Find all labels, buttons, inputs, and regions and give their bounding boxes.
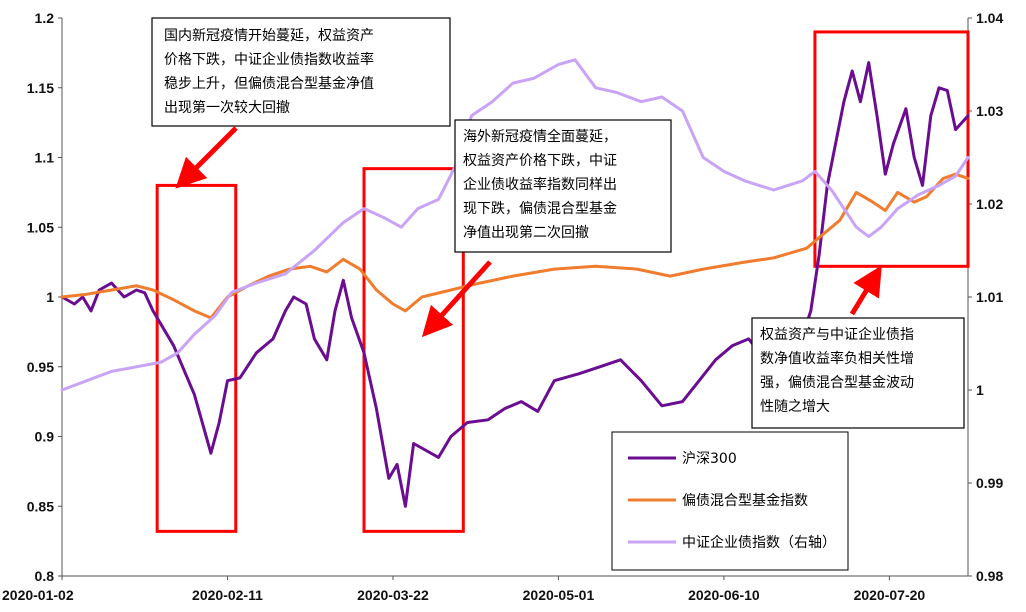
x-tick-label: 2020-03-22	[357, 587, 429, 603]
callout-text-line: 国内新冠疫情开始蔓延，权益资产	[164, 28, 374, 44]
x-tick-label: 2020-07-20	[854, 587, 926, 603]
callout-text-line: 企业债收益率指数同样出	[463, 176, 617, 193]
callout-text-line: 稳步上升，但偏债混合型基金净值	[164, 75, 374, 92]
callout-text-line: 价格下跌，中证企业债指数收益率	[164, 51, 374, 68]
highlight-box-2	[813, 30, 970, 268]
y-left-tick-label: 0.8	[35, 568, 55, 584]
y-left-tick-label: 0.85	[27, 498, 54, 514]
y-right-tick-label: 1.04	[976, 10, 1003, 26]
callout-arrow-0	[175, 126, 238, 189]
y-right-tick-label: 1.03	[976, 103, 1003, 119]
x-tick-label: 2020-01-02	[2, 587, 74, 603]
callout-text-line: 海外新冠疫情全面蔓延，	[463, 128, 617, 145]
callout-arrow-2	[849, 265, 882, 316]
series-line-2	[60, 58, 970, 392]
callout-box-0	[151, 17, 451, 127]
x-tick-label: 2020-02-11	[192, 587, 263, 603]
y-left-tick-label: 1.05	[27, 219, 54, 235]
y-right-tick-label: 1.02	[976, 196, 1003, 212]
callout-text-line: 数净值收益率负相关性增	[760, 350, 914, 367]
legend-label-1: 偏债混合型基金指数	[682, 492, 808, 509]
callout-text-line: 权益资产价格下跌，中证	[463, 153, 617, 169]
callout-text-line: 净值出现第二次回撤	[463, 224, 589, 241]
callout-text-line: 权益资产与中证企业债指	[760, 326, 914, 343]
y-left-tick-label: 0.9	[35, 429, 55, 445]
series-line-0	[60, 61, 970, 508]
callout-text-line: 强，偏债混合型基金波动	[760, 374, 914, 391]
callouts-group: 国内新冠疫情开始蔓延，权益资产价格下跌，中证企业债指数收益率稳步上升，但偏债混合…	[151, 17, 965, 429]
y-left-tick-label: 1	[46, 289, 54, 305]
x-tick-label: 2020-05-01	[523, 587, 595, 603]
y-left-tick-label: 1.1	[35, 150, 55, 166]
y-left-tick-label: 0.95	[27, 359, 54, 375]
x-tick-label: 2020-06-10	[688, 587, 760, 603]
callout-box-1	[454, 119, 672, 253]
callout-text-line: 性随之增大	[760, 399, 830, 415]
callout-box-2	[751, 317, 965, 429]
y-right-tick-label: 0.99	[976, 475, 1003, 491]
callout-text-line: 出现第一次较大回撤	[164, 99, 290, 116]
y-left-tick-label: 1.2	[35, 10, 55, 26]
y-right-tick-label: 1.01	[976, 289, 1003, 305]
legend-label-2: 中证企业债指数（右轴）	[682, 534, 836, 551]
callout-text-line: 现下跌，偏债混合型基金	[463, 200, 617, 217]
axes-group: 0.8 0.85 0.9 0.95 1 1.05 1.1 1.15 1.2 0.98 0.99 1 1.…	[2, 10, 1003, 603]
y-right-tick-label: 1	[976, 382, 984, 398]
legend-label-0: 沪深300	[682, 451, 737, 467]
y-right-tick-label: 0.98	[976, 568, 1003, 584]
y-left-tick-label: 1.15	[27, 80, 54, 96]
highlight-box-1	[362, 167, 465, 533]
callout-arrow-1	[421, 260, 492, 338]
